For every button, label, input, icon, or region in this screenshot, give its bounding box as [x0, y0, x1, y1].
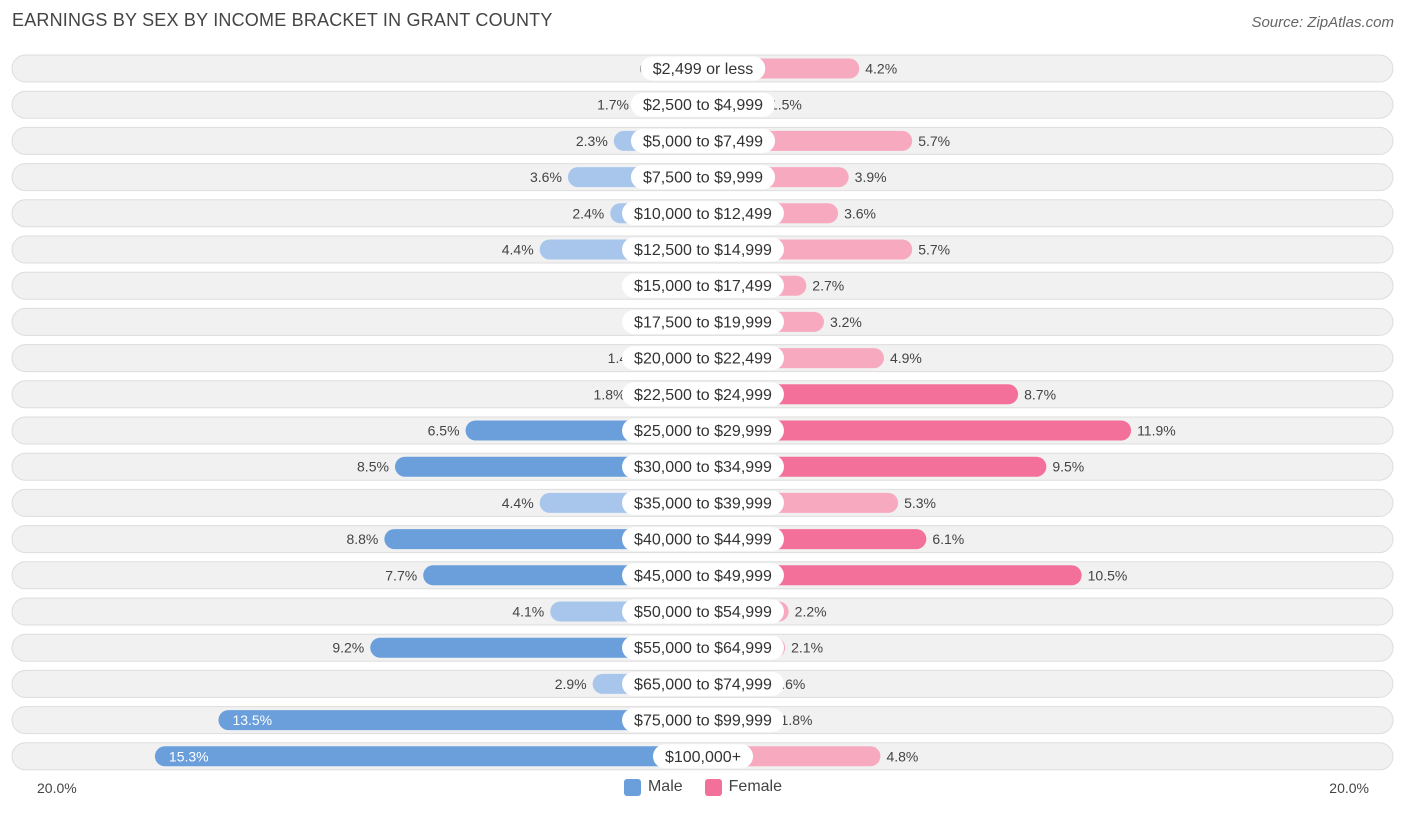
value-label-male: 1.7% — [597, 97, 629, 113]
category-label: $45,000 to $49,999 — [634, 568, 772, 585]
value-label-male: 9.2% — [332, 640, 364, 656]
bar-female — [703, 565, 1082, 586]
value-label-male: 2.9% — [555, 676, 587, 692]
category-label: $2,499 or less — [653, 61, 754, 78]
category-pill — [622, 527, 784, 552]
value-label-female: 8.7% — [1024, 386, 1056, 402]
value-label-female: 1.8% — [781, 712, 813, 728]
category-pill — [622, 563, 784, 588]
category-label: $30,000 to $34,999 — [634, 459, 772, 476]
value-label-female: 3.9% — [855, 169, 887, 185]
axis-right-label: 20.0% — [1329, 780, 1369, 796]
category-pill — [622, 490, 784, 515]
value-label-female: 11.9% — [1137, 423, 1176, 439]
category-label: $35,000 to $39,999 — [634, 495, 772, 512]
category-label: $75,000 to $99,999 — [634, 713, 772, 730]
category-label: $2,500 to $4,999 — [643, 97, 763, 114]
category-label: $100,000+ — [665, 749, 741, 766]
category-pill — [630, 165, 776, 190]
value-label-female: 4.9% — [890, 350, 922, 366]
value-label-male: 2.4% — [572, 205, 604, 221]
category-pill — [622, 454, 784, 479]
value-label-male: 13.5% — [232, 712, 272, 728]
bar-male — [370, 637, 703, 658]
value-label-female: 9.5% — [1052, 459, 1084, 475]
category-pill — [622, 346, 784, 371]
category-pill — [622, 599, 784, 624]
category-pill — [622, 708, 784, 733]
legend-label-female: Female — [728, 778, 783, 795]
category-label: $65,000 to $74,999 — [634, 676, 772, 693]
bar-female — [703, 420, 1132, 441]
bar-male — [154, 746, 703, 767]
category-pill — [622, 382, 784, 407]
legend-item-male[interactable]: Male — [623, 778, 683, 796]
category-pill — [630, 92, 776, 117]
legend-swatch-female — [704, 778, 722, 796]
value-label-female: 3.6% — [844, 205, 876, 221]
category-label: $40,000 to $44,999 — [634, 532, 772, 549]
source-label: Source: ZipAtlas.com — [1251, 14, 1394, 31]
category-pill — [640, 56, 766, 81]
category-pill — [622, 309, 784, 334]
category-pill — [630, 128, 776, 153]
bar-female — [703, 456, 1047, 477]
value-label-male: 6.5% — [428, 423, 460, 439]
legend-item-female[interactable]: Female — [704, 778, 783, 796]
category-label: $7,500 to $9,999 — [643, 170, 763, 187]
category-label: $15,000 to $17,499 — [634, 278, 772, 295]
value-label-female: 4.8% — [886, 748, 918, 764]
category-pill — [622, 418, 784, 443]
value-label-female: 2.7% — [812, 278, 844, 294]
value-label-female: 6.1% — [932, 531, 964, 547]
category-label: $5,000 to $7,499 — [643, 133, 763, 150]
category-label: $50,000 to $54,999 — [634, 604, 772, 621]
category-pill — [622, 273, 784, 298]
category-label: $20,000 to $22,499 — [634, 351, 772, 368]
value-label-female: 2.1% — [791, 640, 823, 656]
legend-swatch-male — [623, 778, 641, 796]
value-label-male: 8.8% — [346, 531, 378, 547]
category-label: $22,500 to $24,999 — [634, 387, 772, 404]
value-label-male: 3.6% — [530, 169, 562, 185]
category-pill — [622, 635, 784, 660]
value-label-male: 1.8% — [594, 386, 626, 402]
value-label-male: 7.7% — [385, 567, 417, 583]
value-label-male: 4.4% — [502, 495, 534, 511]
value-label-female: 5.7% — [918, 133, 950, 149]
value-label-male: 4.1% — [512, 604, 544, 620]
value-label-female: 4.2% — [865, 61, 897, 77]
category-label: $10,000 to $12,499 — [634, 206, 772, 223]
value-label-male: 2.3% — [576, 133, 608, 149]
chart-title: EARNINGS BY SEX BY INCOME BRACKET IN GRA… — [12, 10, 553, 30]
category-pill — [622, 201, 784, 226]
bar-male — [218, 710, 703, 731]
category-label: $12,500 to $14,999 — [634, 242, 772, 259]
value-label-female: 3.2% — [830, 314, 862, 330]
category-label: $17,500 to $19,999 — [634, 314, 772, 331]
category-label: $55,000 to $64,999 — [634, 640, 772, 657]
value-label-female: 5.7% — [918, 242, 950, 258]
category-label: $25,000 to $29,999 — [634, 423, 772, 440]
value-label-female: 2.2% — [795, 604, 827, 620]
value-label-male: 8.5% — [357, 459, 389, 475]
value-label-female: 5.3% — [904, 495, 936, 511]
category-pill — [622, 237, 784, 262]
category-pill — [652, 744, 754, 769]
value-label-female: 1.5% — [770, 97, 802, 113]
category-pill — [622, 671, 784, 696]
legend: Male Female — [0, 778, 1406, 796]
value-label-male: 15.3% — [169, 748, 209, 764]
value-label-female: 10.5% — [1088, 567, 1128, 583]
legend-label-male: Male — [647, 778, 683, 795]
axis-left-label: 20.0% — [37, 780, 77, 796]
value-label-male: 4.4% — [502, 242, 534, 258]
